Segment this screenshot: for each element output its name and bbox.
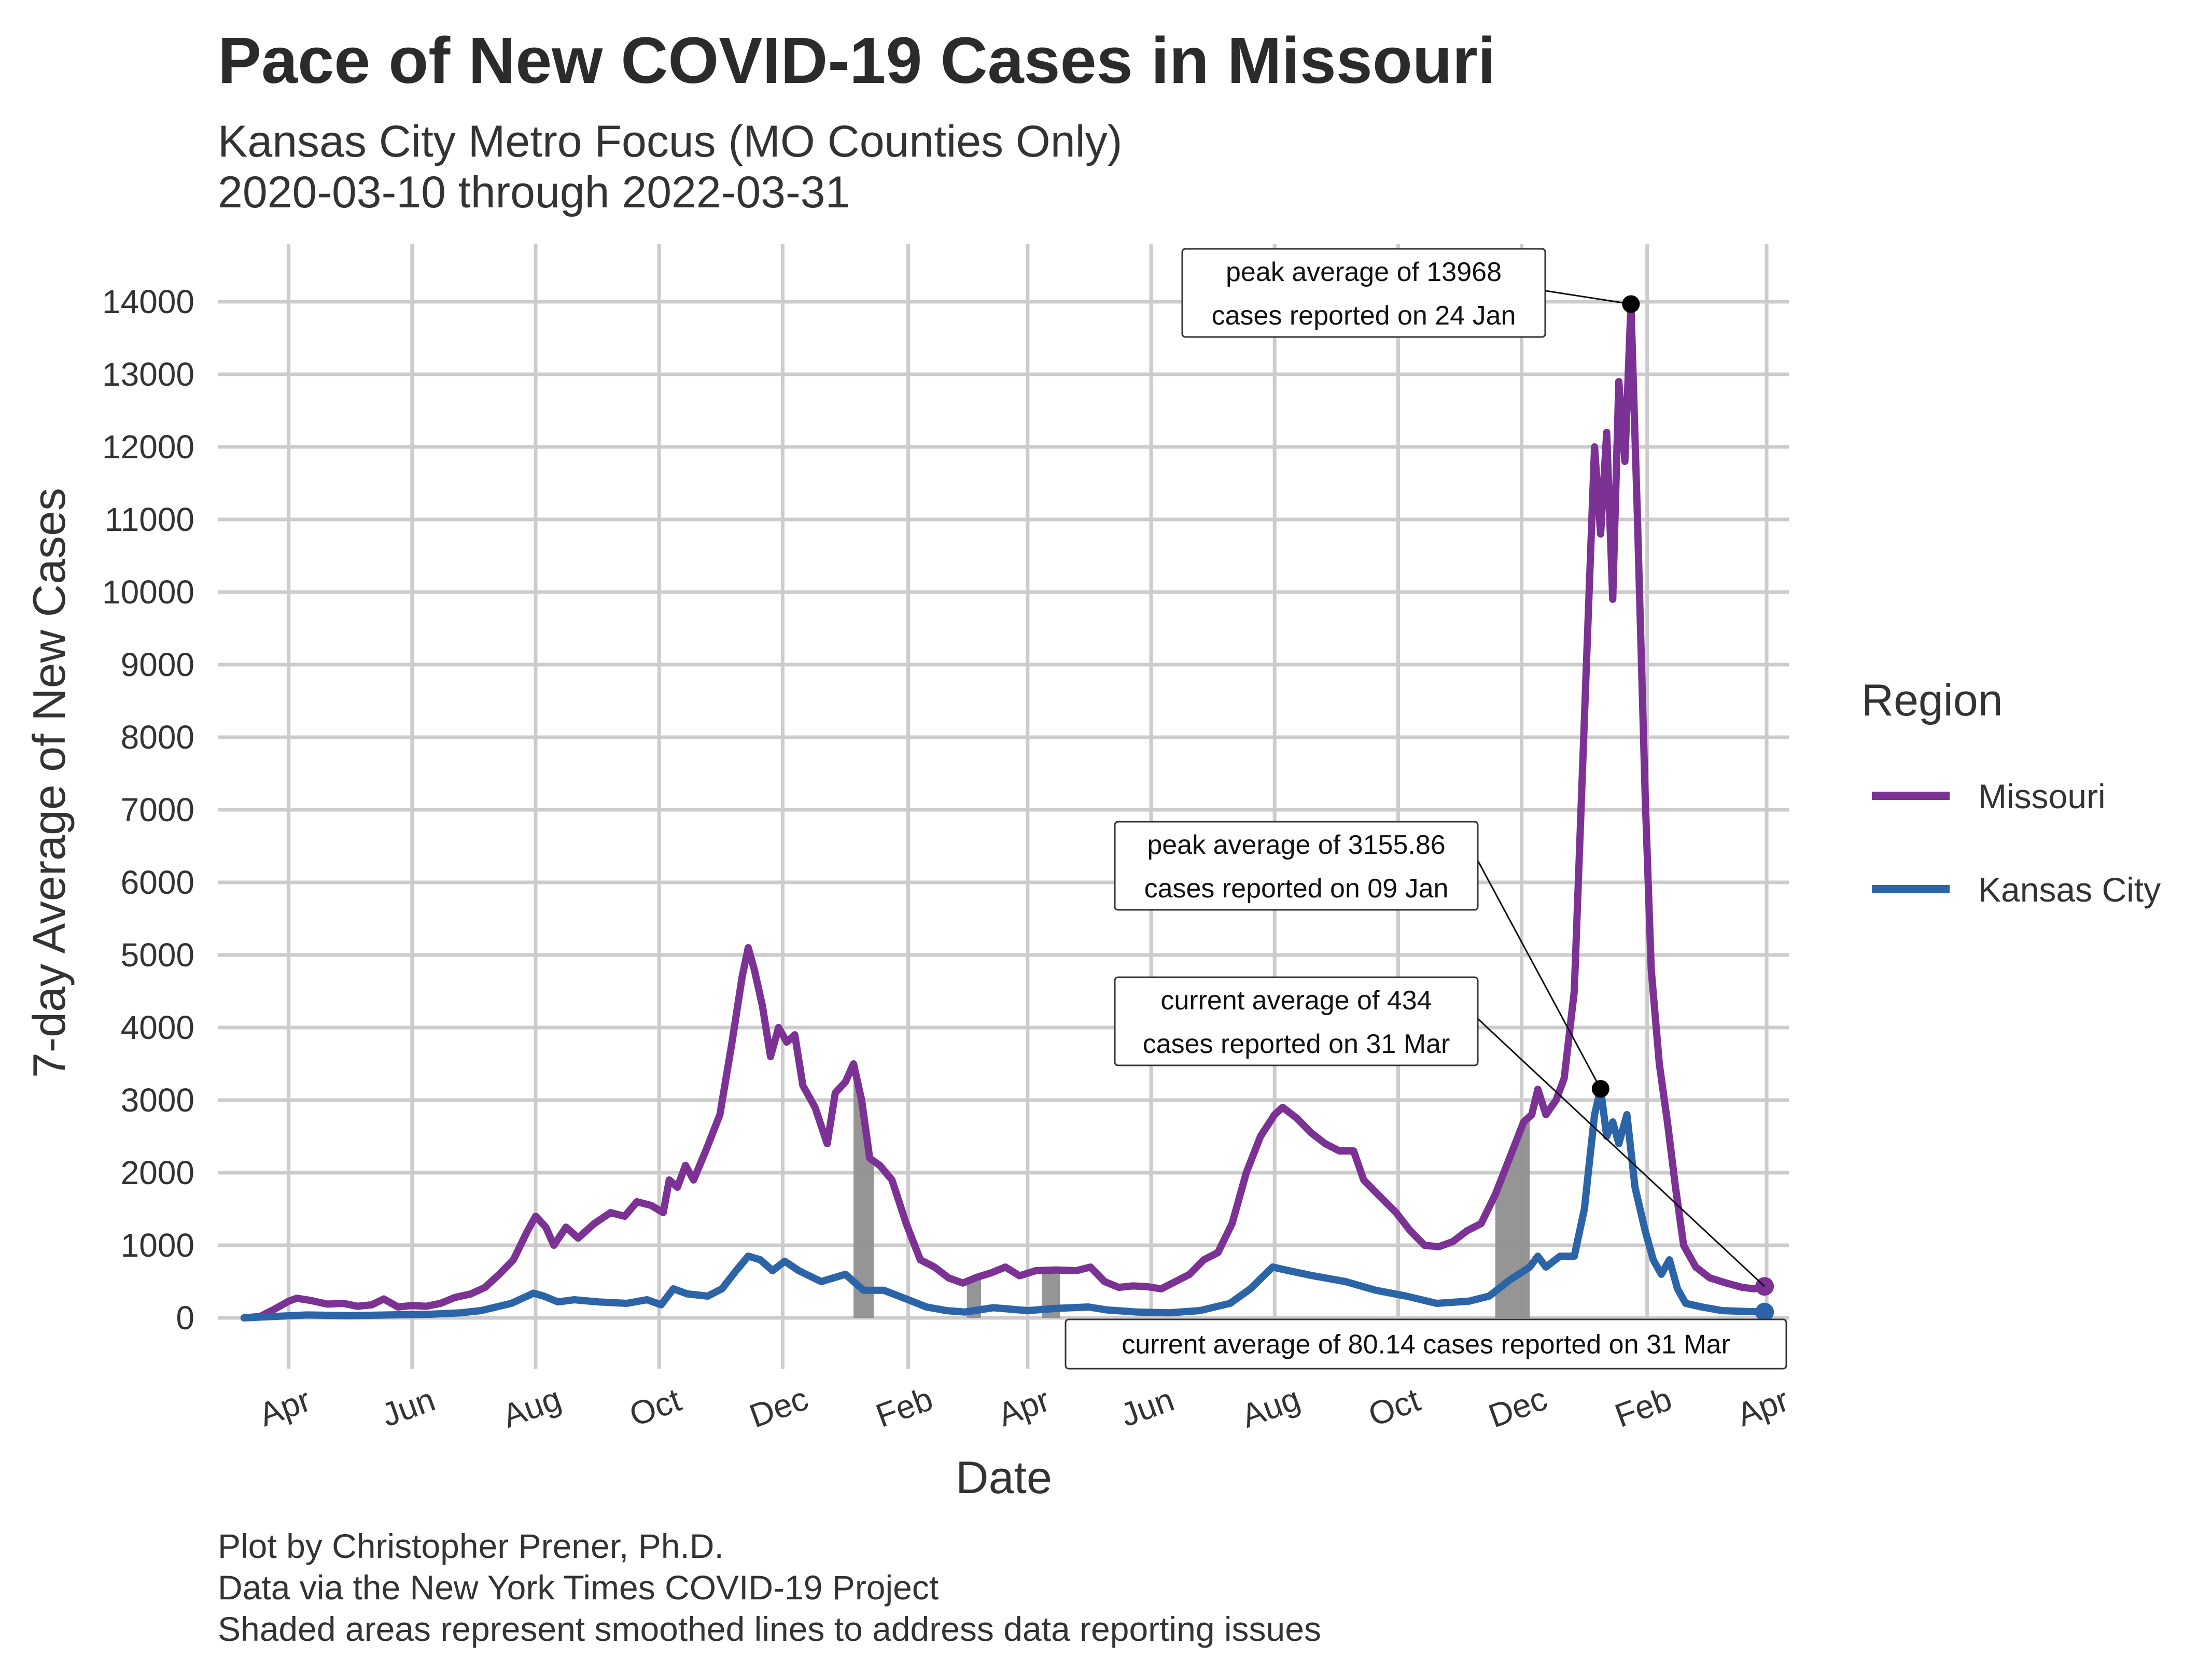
annotation-label-text: peak average of 3155.86 <box>1147 830 1445 860</box>
annotation-label-text: cases reported on 24 Jan <box>1212 301 1516 331</box>
chart-title: Pace of New COVID-19 Cases in Missouri <box>218 24 1496 97</box>
y-tick-label: 5000 <box>121 936 194 974</box>
annotation-label-box <box>1114 821 1479 911</box>
y-tick-label: 12000 <box>102 428 194 466</box>
annotation-label-box <box>1114 976 1479 1066</box>
shaded-smoothing-region <box>1495 1116 1530 1318</box>
y-tick-label: 3000 <box>121 1081 194 1119</box>
shaded-regions <box>853 1064 1530 1318</box>
y-tick-label: 10000 <box>102 573 194 611</box>
current-point-kansas-city <box>1755 1302 1774 1321</box>
x-axis-ticks: Apr Jun Aug Oct Dec Feb Apr Jun Aug Oct Dec Feb Apr <box>254 1380 1794 1435</box>
caption-line-1: Plot by Christopher Prener, Ph.D. <box>218 1527 724 1565</box>
x-tick-label: Apr <box>1732 1381 1793 1433</box>
plot-grid <box>218 244 1789 1369</box>
series-lines <box>240 300 1774 1321</box>
y-tick-label: 4000 <box>121 1009 194 1046</box>
caption-line-3: Shaded areas represent smoothed lines to… <box>218 1610 1321 1648</box>
annotation-label-text: cases reported on 09 Jan <box>1144 874 1449 904</box>
peak-point-marker <box>1622 295 1640 313</box>
legend-label-missouri: Missouri <box>1978 777 2106 816</box>
x-tick-label: Apr <box>993 1381 1054 1433</box>
y-tick-label: 6000 <box>121 864 194 901</box>
annotation-leader-line <box>1477 860 1602 1089</box>
y-axis-title: 7-day Average of New Cases <box>23 488 75 1078</box>
x-tick-label: Aug <box>1237 1380 1305 1435</box>
annotation-label-text: cases reported on 31 Mar <box>1143 1029 1450 1059</box>
x-tick-label: Jun <box>377 1381 440 1434</box>
y-tick-label: 14000 <box>102 283 194 320</box>
annotation-label-text: current average of 434 <box>1160 986 1432 1016</box>
legend-title: Region <box>1861 676 2003 725</box>
y-tick-label: 2000 <box>121 1154 194 1191</box>
y-tick-label: 8000 <box>121 719 194 756</box>
x-tick-label: Apr <box>254 1381 315 1433</box>
legend-label-kansas-city: Kansas City <box>1978 870 2161 909</box>
x-tick-label: Oct <box>1364 1381 1425 1433</box>
x-tick-label: Jun <box>1116 1381 1179 1434</box>
x-tick-label: Feb <box>1610 1380 1676 1435</box>
x-tick-label: Aug <box>498 1380 566 1435</box>
x-tick-label: Oct <box>625 1381 686 1433</box>
y-tick-label: 7000 <box>121 791 194 828</box>
chart-subtitle-line-2: 2020-03-10 through 2022-03-31 <box>218 167 850 217</box>
x-tick-label: Feb <box>871 1380 937 1435</box>
y-tick-label: 13000 <box>102 356 194 393</box>
annotation-leader-line <box>1477 1018 1766 1287</box>
y-tick-label: 9000 <box>121 646 194 683</box>
x-axis-title: Date <box>956 1452 1052 1503</box>
legend: Missouri Kansas City <box>1872 777 2161 909</box>
shaded-smoothing-region <box>853 1064 874 1318</box>
annotations: peak average of 13968 cases reported on 2… <box>1065 248 1787 1370</box>
y-tick-label: 1000 <box>121 1227 194 1264</box>
peak-point-marker <box>1591 1080 1609 1098</box>
annotation-leader-line <box>1542 289 1631 305</box>
annotation-label-box <box>1065 1318 1787 1370</box>
y-tick-label: 0 <box>176 1299 194 1337</box>
annotation-label-box <box>1181 248 1546 338</box>
series-line-kansas-city <box>240 1085 1769 1321</box>
x-tick-label: Dec <box>1483 1380 1552 1435</box>
annotation-label-text: current average of 80.14 cases reported … <box>1122 1330 1730 1360</box>
y-axis-ticks: 0 1000 2000 3000 4000 5000 6000 7000 8000 9000 100… <box>102 283 194 1337</box>
caption-line-2: Data via the New York Times COVID-19 Pro… <box>218 1568 939 1607</box>
x-tick-label: Dec <box>745 1380 813 1435</box>
chart-subtitle-line-1: Kansas City Metro Focus (MO Counties Onl… <box>218 117 1122 166</box>
series-line-missouri <box>240 300 1769 1321</box>
annotation-label-text: peak average of 13968 <box>1226 257 1502 287</box>
y-tick-label: 11000 <box>105 501 194 538</box>
